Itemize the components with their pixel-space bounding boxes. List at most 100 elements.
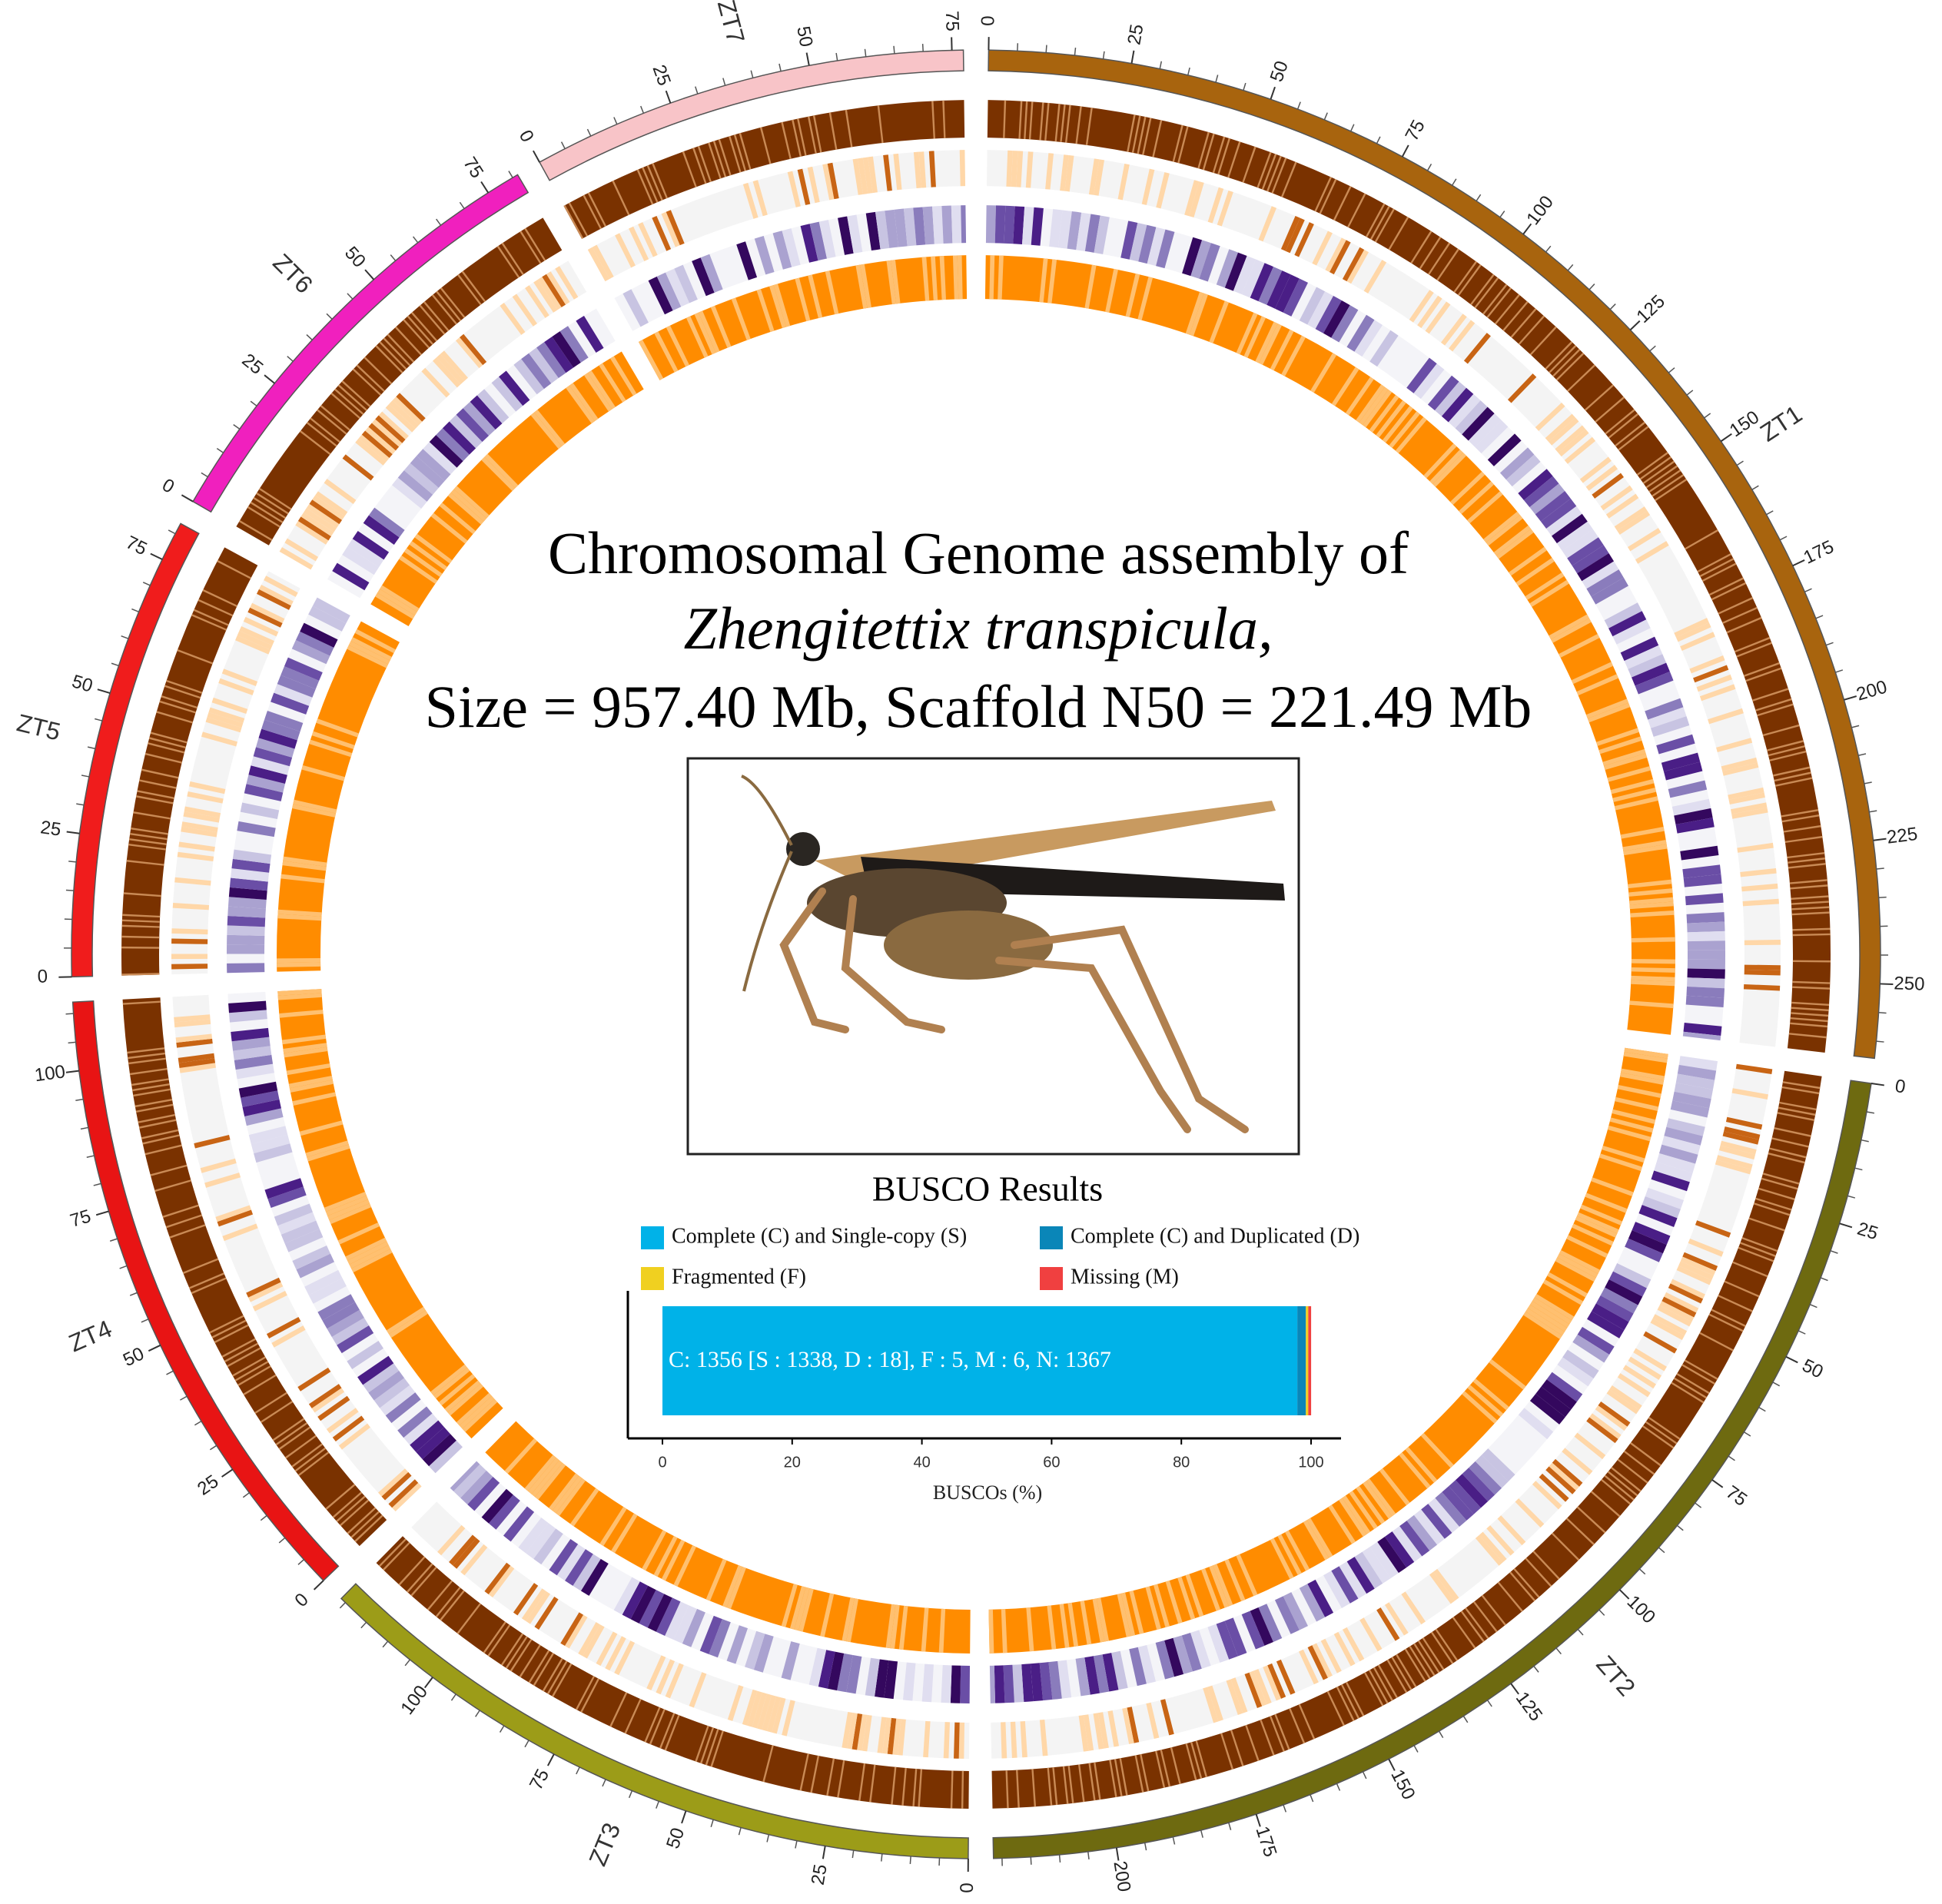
- density-stripe: [1202, 133, 1215, 171]
- density-stripe: [1384, 1602, 1409, 1636]
- track-base: [370, 351, 644, 626]
- density-stripe: [1628, 888, 1673, 897]
- density-stripe: [327, 1199, 370, 1220]
- density-stripe: [419, 304, 446, 335]
- density-stripe: [342, 546, 380, 576]
- density-stripe: [1509, 1571, 1536, 1602]
- density-stripe: [1659, 1301, 1695, 1322]
- density-stripe: [1629, 901, 1674, 910]
- density-stripe: [1620, 1068, 1665, 1081]
- minor-tick: [1668, 367, 1675, 373]
- density-stripe: [1386, 1659, 1408, 1693]
- tick-label: 0: [158, 475, 178, 498]
- density-stripe: [308, 1278, 347, 1304]
- density-stripe: [1557, 1253, 1598, 1278]
- density-stripe: [122, 1000, 161, 1005]
- density-stripe: [1449, 320, 1476, 352]
- density-stripe: [1336, 1686, 1355, 1722]
- density-stripe: [709, 1619, 731, 1658]
- density-stripe: [429, 435, 463, 468]
- density-stripe: [277, 909, 322, 917]
- density-stripe: [931, 101, 935, 139]
- density-stripe: [1404, 1648, 1426, 1682]
- density-stripe: [846, 1598, 859, 1643]
- density-stripe: [1226, 1679, 1243, 1715]
- density-stripe: [1396, 1654, 1417, 1687]
- density-stripe: [309, 499, 343, 525]
- density-stripe: [227, 963, 265, 974]
- minor-tick: [216, 448, 224, 453]
- density-stripe: [279, 1010, 324, 1018]
- tick-label: 50: [662, 1825, 689, 1851]
- density-stripe: [248, 765, 287, 784]
- density-stripe: [1096, 1597, 1110, 1642]
- density-stripe: [1084, 1656, 1100, 1695]
- density-stripe: [1067, 211, 1082, 250]
- density-stripe: [1586, 1417, 1618, 1444]
- density-stripe: [187, 791, 224, 804]
- density-stripe: [1716, 738, 1753, 752]
- minor-tick: [131, 608, 139, 613]
- density-stripe: [1085, 108, 1093, 145]
- density-stripe: [316, 718, 359, 738]
- minor-tick: [1728, 1455, 1735, 1461]
- density-stripe: [361, 430, 393, 458]
- minor-tick: [1296, 101, 1301, 110]
- density-stripe: [1731, 802, 1768, 814]
- density-stripe: [320, 405, 350, 431]
- density-stripe: [1413, 363, 1445, 400]
- density-stripe: [439, 1374, 476, 1406]
- density-stripe: [221, 668, 258, 686]
- density-stripe: [1529, 483, 1565, 515]
- tick-label: 175: [1801, 536, 1837, 569]
- density-stripe: [1391, 1657, 1413, 1690]
- density-stripe: [1549, 1462, 1579, 1491]
- density-stripe: [1683, 874, 1722, 887]
- density-stripe: [1787, 851, 1825, 859]
- density-stripe: [315, 491, 348, 516]
- density-stripe: [294, 1447, 327, 1472]
- density-stripe: [639, 1590, 665, 1628]
- density-stripe: [697, 145, 712, 183]
- density-stripe: [1138, 224, 1157, 264]
- density-stripe: [891, 260, 901, 304]
- chromosome-band: [71, 522, 200, 978]
- density-stripe: [1546, 1372, 1583, 1402]
- density-stripe: [231, 858, 271, 873]
- minor-tick: [109, 1238, 118, 1242]
- density-stripe: [858, 1763, 866, 1801]
- density-stripe: [661, 211, 680, 247]
- density-stripe: [1556, 521, 1593, 551]
- density-stripe: [1631, 937, 1675, 943]
- minor-tick: [524, 1740, 529, 1748]
- density-stripe: [922, 206, 934, 245]
- density-stripe: [378, 411, 409, 440]
- density-stripe: [1467, 491, 1503, 524]
- density-stripe: [818, 220, 836, 259]
- density-stripe: [317, 1395, 350, 1421]
- density-stripe: [264, 576, 298, 597]
- density-stripe: [1632, 662, 1670, 686]
- density-stripe: [1661, 1296, 1697, 1318]
- density-stripe: [1744, 964, 1781, 970]
- density-stripe: [322, 1302, 360, 1329]
- density-stripe: [453, 1537, 480, 1569]
- antenna: [741, 775, 793, 992]
- density-stripe: [1681, 1364, 1715, 1385]
- density-stripe: [1577, 1212, 1619, 1234]
- density-stripe: [1078, 1715, 1089, 1752]
- density-stripe: [1410, 231, 1432, 264]
- density-stripe: [1127, 1707, 1140, 1743]
- density-stripe: [1790, 1022, 1828, 1028]
- density-stripe: [580, 1678, 599, 1713]
- minor-tick: [560, 141, 566, 149]
- density-stripe: [1213, 1564, 1233, 1607]
- density-stripe: [449, 1534, 476, 1566]
- density-stripe: [656, 272, 682, 311]
- density-stripe: [336, 1495, 366, 1522]
- density-stripe: [1728, 787, 1764, 800]
- density-stripe: [375, 592, 415, 619]
- density-stripe: [286, 1063, 330, 1076]
- density-stripe: [1363, 390, 1393, 428]
- chart-subtitle: Zhengitettix transpicula,: [684, 595, 1273, 662]
